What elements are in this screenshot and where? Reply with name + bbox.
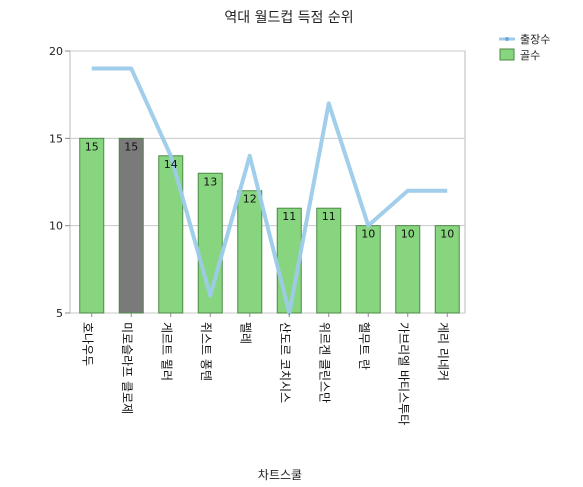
category-label: 펠레	[238, 322, 252, 344]
data-label: 13	[203, 175, 217, 188]
category-label: 호나우두	[80, 322, 94, 366]
data-label: 10	[401, 228, 415, 241]
bar	[395, 225, 421, 314]
category-labels: 호나우두 미로슬라프 클로제 게르트 뮐러 쥐스트 퐁텐 펠레 산도르 코치시스 위르겐 클…	[80, 313, 450, 425]
y-tick-label: 10	[49, 220, 63, 233]
x-axis-label: 차트스쿨	[258, 468, 302, 482]
data-label: 15	[85, 140, 99, 153]
data-label: 10	[361, 228, 375, 241]
data-label: 11	[322, 210, 336, 223]
bar	[434, 225, 460, 314]
legend-bar-swatch	[499, 48, 515, 61]
data-label: 15	[124, 140, 138, 153]
data-label: 10	[440, 228, 454, 241]
legend-label-bar: 골수	[520, 49, 540, 62]
bar	[79, 137, 105, 314]
bars	[79, 137, 460, 314]
chart-title: 역대 월드컵 득점 순위	[224, 10, 353, 26]
category-label: 쥐스트 퐁텐	[199, 322, 213, 381]
category-label: 헬무트 란	[357, 322, 371, 370]
y-tick-label: 5	[56, 307, 63, 320]
data-labels: 15 15 14 13 12 11 11 10 10 10	[85, 140, 455, 240]
y-tick-label: 15	[49, 132, 63, 145]
legend-label-line: 출장수	[520, 33, 550, 46]
category-label: 위르겐 클린스만	[317, 322, 331, 403]
category-label: 가브리엘 바티스투타	[396, 322, 410, 425]
data-label: 11	[282, 210, 296, 223]
category-label: 산도르 코치시스	[278, 322, 292, 403]
category-label: 게르트 뮐러	[159, 322, 173, 381]
y-tick-label: 20	[49, 45, 63, 58]
bar	[316, 207, 342, 314]
legend-line-marker	[505, 37, 509, 41]
line-series	[91, 66, 448, 315]
bar	[355, 225, 381, 314]
bar	[118, 137, 144, 314]
y-axis-ticks: 5 10 15 20	[49, 45, 70, 320]
line-series-path	[91, 66, 448, 315]
data-label: 14	[164, 158, 178, 171]
bar	[237, 190, 263, 314]
data-label: 12	[243, 193, 257, 206]
category-label: 게리 리네커	[436, 322, 450, 381]
category-label: 미로슬라프 클로제	[120, 322, 134, 414]
